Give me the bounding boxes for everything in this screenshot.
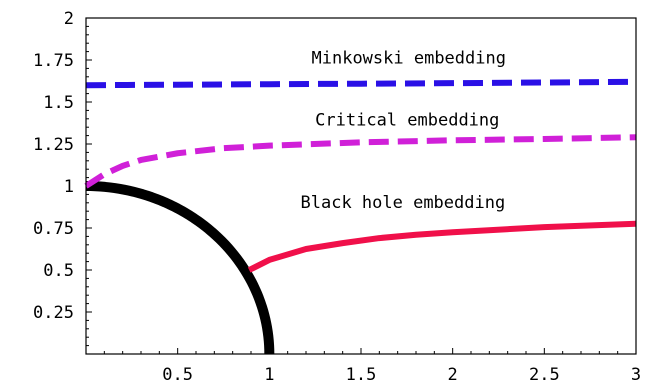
series-line-1 bbox=[84, 134, 637, 189]
x-tick-label: 0.5 bbox=[162, 365, 193, 385]
y-tick-label: 1.75 bbox=[33, 51, 74, 71]
y-tick-label: 1.5 bbox=[43, 93, 74, 113]
series-line-2 bbox=[247, 220, 637, 273]
horizon-arc-series bbox=[85, 181, 275, 355]
x-tick-label: 1.5 bbox=[346, 365, 377, 385]
annotation-label: Minkowski embedding bbox=[312, 48, 506, 68]
y-tick-label: 1 bbox=[64, 177, 74, 197]
x-tick-label: 2 bbox=[448, 365, 458, 385]
x-tick-label: 2.5 bbox=[529, 365, 560, 385]
series-layer bbox=[84, 78, 637, 355]
y-tick-label: 0.25 bbox=[33, 303, 74, 323]
annotation-label: Critical embedding bbox=[315, 111, 499, 131]
ticks-layer bbox=[86, 17, 637, 354]
y-tick-label: 0.75 bbox=[33, 219, 74, 239]
annotation-layer: Minkowski embedding Critical embedding Bla… bbox=[301, 48, 506, 212]
plot-frame bbox=[85, 17, 637, 355]
annotation-label: Black hole embedding bbox=[301, 193, 506, 213]
y-tick-label: 0.5 bbox=[43, 261, 74, 281]
x-tick-label: 3 bbox=[631, 365, 641, 385]
y-tick-label: 2 bbox=[64, 9, 74, 29]
y-tick-label: 1.25 bbox=[33, 135, 74, 155]
labels-layer: 0.5 1 1.5 2 2.5 3 0.25 0.5 0.75 1 1.25 1.5 1.75 2 bbox=[33, 9, 641, 385]
series-line-0 bbox=[85, 78, 637, 89]
x-tick-label: 1 bbox=[264, 365, 274, 385]
